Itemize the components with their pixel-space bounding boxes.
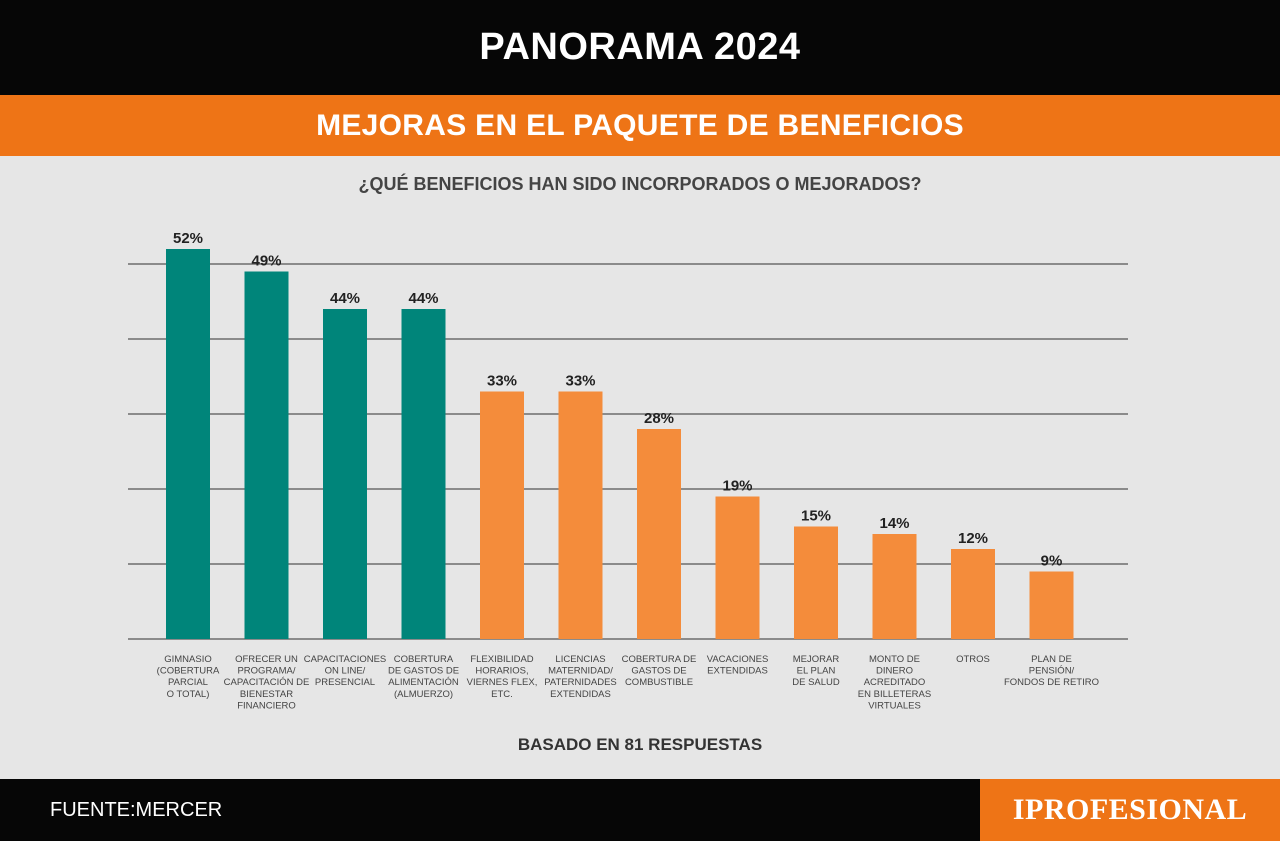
category-label: CAPACITACIONES ON LINE/PRESENCIAL [304,654,387,688]
source-label: FUENTE:MERCER [50,799,223,821]
footer-bar: FUENTE:MERCER IPROFESIONAL [0,779,1280,841]
subtitle-banner: MEJORAS EN EL PAQUETE DE BENEFICIOS [0,95,1280,156]
value-label: 33% [565,373,595,390]
category-label: VACACIONES EXTENDIDAS [707,654,769,677]
value-label: 9% [1041,553,1063,570]
bar [872,534,917,639]
value-label: 44% [408,290,438,307]
category-label: MONTO DE DINERO ACREDITADO EN BILLETERAS VIR… [858,654,931,711]
bar [558,391,603,639]
page-subtitle: MEJORAS EN EL PAQUETE DE BENEFICIOS [316,108,964,142]
chart-title: ¿QUÉ BENEFICIOS HAN SIDO INCORPORADOS O … [358,174,922,194]
bar [244,271,289,639]
value-label: 28% [644,410,674,427]
bar [166,249,210,639]
sample-note: BASADO EN 81 RESPUESTAS [517,735,763,754]
value-label: 44% [330,290,360,307]
title-banner: PANORAMA 2024 [0,0,1280,95]
page-title: PANORAMA 2024 [479,26,801,68]
bar [480,391,524,639]
bar [637,429,681,639]
bar [794,526,838,639]
category-label: COBERTURA DE GASTOS DE COMBUSTIBLE [622,654,697,688]
category-label: MEJORAR EL PLAN DE SALUD [792,654,840,688]
value-label: 14% [879,515,909,532]
value-label: 33% [487,373,517,390]
category-label: LICENCIAS MATERNIDAD/PATERNIDADES EXTENDID… [544,654,617,700]
value-label: 15% [801,508,831,525]
bar-chart: 52% GIMNASIO (COBERTURA PARCIAL O TOTAL) 49% O… [128,230,1128,711]
bar [1029,571,1074,639]
bar [323,309,367,639]
bar [401,309,446,639]
category-label: OFRECER UN PROGRAMA/CAPACITACIÓN DE BIENES… [224,654,310,711]
value-label: 52% [173,230,203,247]
brand-logo: IPROFESIONAL [1012,793,1248,826]
brand-logo-box: IPROFESIONAL [980,779,1280,841]
value-label: 12% [958,530,988,547]
category-label: FLEXIBILIDAD HORARIOS, VIERNES FLEX, ETC. [467,654,538,700]
category-label: GIMNASIO (COBERTURA PARCIAL O TOTAL) [157,654,220,700]
category-label: PLAN DE PENSIÓN/FONDOS DE RETIRO [1004,654,1099,688]
bar [951,549,995,639]
category-label: OTROS [956,654,990,665]
bar [715,496,760,639]
value-label: 49% [251,253,281,270]
category-label: COBERTURA DE GASTOS DE ALIMENTACIÓN (ALMUER… [388,654,459,700]
value-label: 19% [722,478,752,495]
